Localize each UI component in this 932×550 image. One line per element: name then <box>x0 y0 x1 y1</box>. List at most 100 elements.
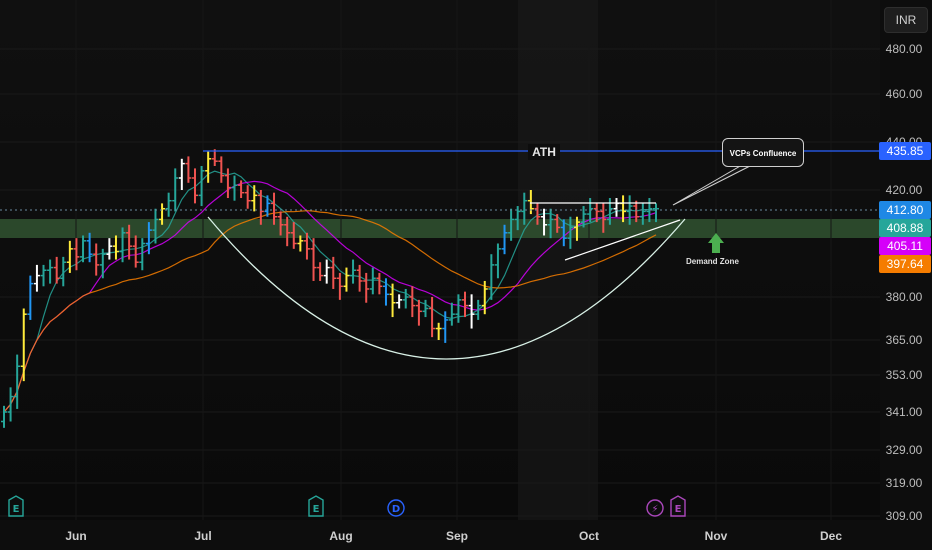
candle <box>178 158 185 190</box>
highlight-band <box>518 0 598 520</box>
demand-zone-band <box>0 219 880 238</box>
candle <box>244 185 251 209</box>
candle <box>422 299 429 318</box>
candle <box>106 238 113 260</box>
candle <box>363 272 370 303</box>
candle <box>27 275 34 320</box>
candle <box>277 211 284 236</box>
candle <box>112 235 119 260</box>
candle <box>93 243 100 276</box>
y-tick-label: 420.00 <box>886 183 923 197</box>
time-axis <box>0 520 932 550</box>
candle <box>633 200 640 223</box>
candle <box>442 311 449 343</box>
ath-label: ATH <box>528 144 560 160</box>
candle <box>455 294 462 323</box>
candle <box>639 203 646 225</box>
candle <box>80 235 87 263</box>
event-markers[interactable]: E E D ⚡ E <box>8 495 686 517</box>
candle <box>205 151 212 183</box>
candle <box>139 238 146 271</box>
ma-slow-line <box>3 210 657 413</box>
candle <box>211 149 218 166</box>
candle <box>468 294 475 329</box>
candle <box>7 387 14 422</box>
candle <box>369 267 376 295</box>
candle <box>40 264 47 287</box>
price-tag: 412.80 <box>879 201 931 219</box>
candle <box>14 354 21 409</box>
price-tag: 408.88 <box>879 219 931 237</box>
candle <box>415 299 422 326</box>
candle <box>264 195 271 217</box>
dividend-event-icon[interactable]: D <box>387 499 405 517</box>
candle <box>448 302 455 326</box>
cup-pattern-arc <box>207 216 686 360</box>
candle <box>257 190 264 225</box>
svg-text:405.11: 405.11 <box>887 239 923 253</box>
candle <box>165 192 172 217</box>
y-tick-label: 329.00 <box>886 443 923 457</box>
x-tick-label: Sep <box>446 529 468 543</box>
candle <box>99 248 106 279</box>
earnings-event-icon[interactable]: E <box>8 495 24 517</box>
candle <box>475 299 482 320</box>
candle <box>521 192 528 225</box>
vcps-confluence-callout: VCPs Confluence <box>722 138 804 167</box>
candle <box>191 168 198 204</box>
candle <box>53 256 60 284</box>
earnings-event-icon[interactable]: E <box>308 495 324 517</box>
candle <box>541 208 548 236</box>
svg-text:E: E <box>675 504 682 515</box>
candle <box>560 219 567 247</box>
candle <box>20 308 27 382</box>
svg-text:435.85: 435.85 <box>887 144 924 158</box>
candle <box>238 180 245 199</box>
candle <box>297 235 304 252</box>
x-tick-label: Nov <box>705 529 728 543</box>
candle <box>488 254 495 300</box>
candle <box>600 203 607 233</box>
candle <box>350 259 357 284</box>
candle <box>172 168 179 212</box>
candle <box>501 224 508 255</box>
x-tick-label: Aug <box>329 529 352 543</box>
earnings-event-icon[interactable]: E <box>670 495 686 517</box>
split-event-icon[interactable]: ⚡ <box>646 499 664 517</box>
currency-selector[interactable]: INR <box>884 7 928 33</box>
demand-zone-label: Demand Zone <box>686 257 739 266</box>
svg-text:E: E <box>313 504 320 515</box>
candle <box>376 272 383 295</box>
candle <box>593 203 600 223</box>
vcp-support-line <box>564 219 681 261</box>
candle <box>1 405 7 428</box>
candle <box>547 208 554 239</box>
candle <box>126 224 133 260</box>
price-tags: 435.85 412.80 408.88 405.11 397.64 <box>879 142 931 273</box>
price-tag: 397.64 <box>879 255 931 273</box>
y-tick-label: 319.00 <box>886 476 923 490</box>
svg-text:408.88: 408.88 <box>887 221 924 235</box>
candle <box>73 238 80 271</box>
candle <box>514 206 521 231</box>
candle <box>159 203 166 225</box>
candle <box>567 216 574 249</box>
candle <box>185 156 192 183</box>
candle <box>60 256 67 287</box>
candle <box>86 232 93 263</box>
y-tick-label: 341.00 <box>886 405 923 419</box>
y-tick-label: 460.00 <box>886 87 923 101</box>
candle <box>382 278 389 306</box>
candle <box>218 156 225 183</box>
candle <box>152 208 159 244</box>
y-tick-label: 353.00 <box>886 368 923 382</box>
svg-text:412.80: 412.80 <box>887 203 924 217</box>
candle <box>132 235 139 268</box>
candle <box>396 294 403 309</box>
candle <box>303 232 310 260</box>
candle <box>573 216 580 241</box>
candle <box>336 272 343 300</box>
x-tick-label: Oct <box>579 529 599 543</box>
candle <box>554 214 561 233</box>
